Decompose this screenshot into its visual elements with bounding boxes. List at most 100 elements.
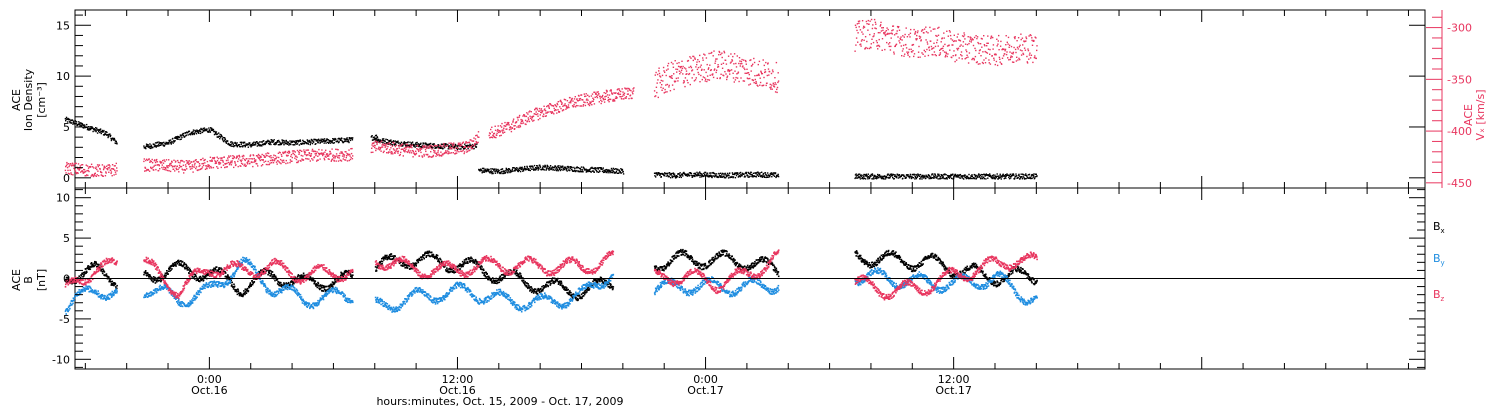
top-point-1-3-138 — [540, 109, 542, 112]
top-point-1-3-24 — [497, 125, 499, 127]
top-point-1-4-186 — [723, 52, 726, 54]
top-point-1-1-248 — [236, 155, 238, 157]
top-point-1-1-162 — [204, 162, 206, 164]
top-point-0-4-276 — [581, 170, 584, 172]
top-point-0-6-30 — [865, 173, 868, 175]
top-point-0-6-307 — [969, 177, 972, 179]
top-point-1-3-298 — [600, 102, 602, 105]
top-point-0-1-163 — [204, 129, 206, 132]
top-point-0-6-394 — [1002, 173, 1004, 175]
top-point-0-3-147 — [429, 142, 432, 145]
top-point-0-1-434 — [306, 142, 308, 145]
top-point-1-4-143 — [707, 68, 709, 70]
top-point-1-5-351 — [986, 42, 988, 44]
top-point-0-1-124 — [189, 134, 192, 136]
top-point-1-1-467 — [318, 154, 320, 156]
top-point-0-4-151 — [534, 167, 537, 169]
top-point-1-1-203 — [219, 157, 221, 159]
top-point-0-1-18 — [150, 147, 152, 150]
top-point-0-4-120 — [523, 168, 525, 170]
top-point-1-3-165 — [550, 111, 552, 113]
top-point-0-1-113 — [185, 134, 188, 136]
top-point-0-6-478 — [1034, 177, 1036, 179]
top-point-1-1-473 — [320, 152, 323, 154]
top-point-1-1-147 — [198, 165, 200, 168]
top-point-1-3-173 — [553, 107, 555, 110]
top-point-0-0-96 — [100, 132, 102, 135]
top-point-0-3-119 — [419, 146, 421, 148]
top-point-0-5-245 — [746, 171, 748, 174]
top-point-0-0-80 — [94, 129, 96, 131]
top-point-1-4-266 — [753, 61, 756, 64]
top-point-1-4-218 — [735, 66, 738, 68]
top-point-1-1-243 — [234, 162, 236, 164]
top-point-1-5-272 — [956, 36, 958, 38]
top-point-1-3-333 — [613, 99, 615, 101]
top-point-1-5-147 — [909, 32, 912, 34]
top-point-0-1-91 — [177, 138, 179, 140]
top-point-0-6-356 — [988, 174, 990, 176]
top-point-1-1-329 — [266, 152, 269, 154]
top-point-1-5-164 — [916, 34, 918, 37]
bottom-point-Bx-1-162 — [199, 280, 201, 283]
top-point-1-4-319 — [773, 86, 776, 88]
top-point-0-3-177 — [441, 146, 443, 149]
top-point-1-5-165 — [916, 38, 918, 40]
top-point-1-1-406 — [295, 158, 298, 161]
top-point-0-1-292 — [252, 142, 255, 144]
top-point-0-1-7 — [145, 143, 148, 145]
top-point-1-4-202 — [729, 62, 732, 64]
top-point-0-4-319 — [598, 171, 600, 173]
top-point-1-0-43 — [80, 164, 83, 166]
top-point-1-0-0 — [64, 169, 67, 172]
top-point-0-0-39 — [79, 125, 81, 127]
top-point-1-5-460 — [1027, 48, 1029, 50]
top-point-0-4-14 — [483, 169, 485, 171]
top-point-1-5-49 — [872, 41, 875, 44]
top-point-1-1-21 — [151, 167, 153, 170]
top-point-1-1-483 — [324, 155, 326, 158]
top-point-1-5-411 — [1008, 44, 1011, 46]
top-point-0-6-232 — [941, 174, 943, 176]
top-point-1-1-346 — [273, 154, 275, 156]
top-point-1-5-304 — [968, 52, 971, 54]
top-point-0-6-358 — [989, 173, 991, 175]
top-point-1-3-196 — [562, 105, 564, 107]
top-point-1-4-216 — [735, 62, 737, 65]
top-point-0-0-20 — [72, 123, 74, 125]
top-point-0-3-28 — [385, 138, 387, 140]
top-point-1-3-301 — [601, 95, 603, 98]
top-point-1-2-66 — [395, 149, 397, 151]
top-point-0-1-464 — [317, 142, 319, 144]
top-point-1-3-204 — [565, 108, 567, 110]
top-point-1-5-263 — [953, 50, 955, 52]
top-point-1-1-536 — [344, 151, 346, 153]
top-point-1-0-17 — [71, 165, 73, 167]
top-point-1-2-223 — [454, 149, 456, 152]
top-point-1-0-91 — [98, 164, 101, 166]
top-point-0-5-99 — [691, 174, 693, 177]
top-point-1-0-135 — [115, 173, 117, 175]
top-point-0-6-327 — [977, 176, 979, 178]
top-point-1-4-79 — [683, 81, 685, 83]
top-point-0-1-203 — [219, 133, 221, 136]
top-point-0-6-330 — [978, 174, 980, 176]
top-point-0-4-301 — [591, 166, 593, 169]
top-point-1-3-45 — [505, 128, 507, 130]
top-point-0-5-170 — [717, 176, 720, 178]
top-point-1-1-289 — [251, 158, 254, 160]
top-point-1-5-314 — [972, 39, 974, 41]
top-point-1-2-30 — [381, 146, 384, 148]
bottom-point-Bx-1-60 — [163, 274, 166, 276]
top-point-1-3-82 — [519, 124, 521, 127]
top-point-1-5-329 — [978, 42, 980, 45]
top-point-1-1-85 — [175, 160, 177, 162]
top-point-0-6-464 — [1028, 173, 1031, 176]
top-point-0-5-206 — [731, 175, 733, 178]
top-point-1-0-118 — [108, 167, 111, 169]
top-point-1-2-182 — [439, 144, 441, 146]
top-point-1-1-550 — [349, 158, 352, 161]
top-point-1-4-211 — [733, 63, 735, 65]
top-point-1-2-157 — [429, 147, 431, 149]
top-point-1-4-26 — [663, 92, 665, 94]
